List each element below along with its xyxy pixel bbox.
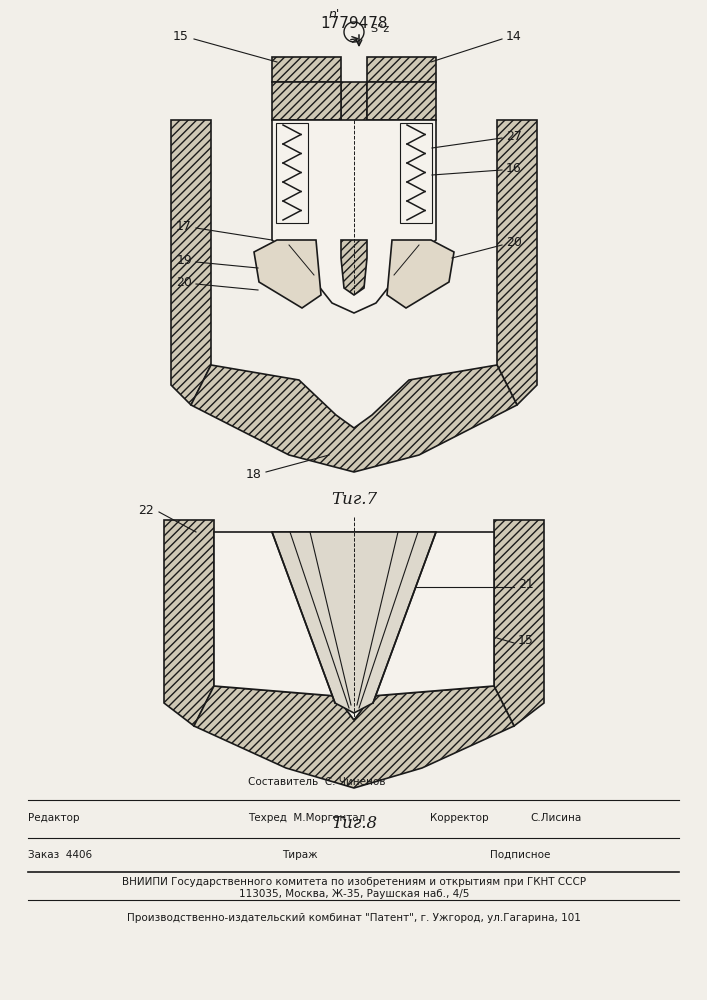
Text: 20: 20 [176, 275, 192, 288]
Text: Техред  М.Моргентал: Техред М.Моргентал [248, 813, 366, 823]
Polygon shape [171, 120, 211, 405]
Polygon shape [272, 120, 436, 313]
Text: 1779478: 1779478 [320, 16, 387, 31]
Polygon shape [341, 240, 367, 295]
Polygon shape [387, 240, 454, 308]
Text: 15: 15 [173, 30, 189, 43]
Polygon shape [191, 365, 517, 472]
Text: 19: 19 [176, 253, 192, 266]
Text: Тираж: Тираж [282, 850, 318, 860]
Text: 21: 21 [518, 578, 534, 591]
Text: 17: 17 [176, 220, 192, 232]
Polygon shape [164, 520, 214, 726]
Polygon shape [367, 82, 436, 120]
Text: ВНИИПИ Государственного комитета по изобретениям и открытиям при ГКНТ СССР: ВНИИПИ Государственного комитета по изоб… [122, 877, 586, 887]
Polygon shape [272, 532, 436, 713]
Text: Производственно-издательский комбинат "Патент", г. Ужгород, ул.Гагарина, 101: Производственно-издательский комбинат "П… [127, 913, 581, 923]
Text: Редактор: Редактор [28, 813, 79, 823]
Text: Заказ  4406: Заказ 4406 [28, 850, 92, 860]
Text: 113035, Москва, Ж-35, Раушская наб., 4/5: 113035, Москва, Ж-35, Раушская наб., 4/5 [239, 889, 469, 899]
Text: S''z: S''z [370, 24, 390, 34]
Text: 15: 15 [518, 635, 534, 648]
Polygon shape [272, 57, 341, 82]
Polygon shape [214, 532, 494, 720]
Text: 27: 27 [506, 129, 522, 142]
Polygon shape [254, 240, 321, 308]
Polygon shape [367, 57, 436, 82]
Polygon shape [194, 686, 514, 788]
Text: n': n' [328, 8, 339, 21]
Text: Корректор: Корректор [430, 813, 489, 823]
Text: Τиг.7: Τиг.7 [331, 491, 377, 508]
Text: 14: 14 [506, 30, 522, 43]
Text: Подписное: Подписное [490, 850, 550, 860]
Text: Составитель  С. Чиненов: Составитель С. Чиненов [248, 777, 385, 787]
Polygon shape [497, 120, 537, 405]
Text: 16: 16 [506, 161, 522, 174]
Text: С.Лисина: С.Лисина [530, 813, 581, 823]
Text: 22: 22 [139, 504, 154, 516]
Text: 20: 20 [506, 236, 522, 249]
Text: Τиг.8: Τиг.8 [331, 814, 377, 832]
Polygon shape [494, 520, 544, 726]
Polygon shape [272, 82, 341, 120]
Text: 18: 18 [246, 468, 262, 482]
Polygon shape [341, 82, 367, 245]
